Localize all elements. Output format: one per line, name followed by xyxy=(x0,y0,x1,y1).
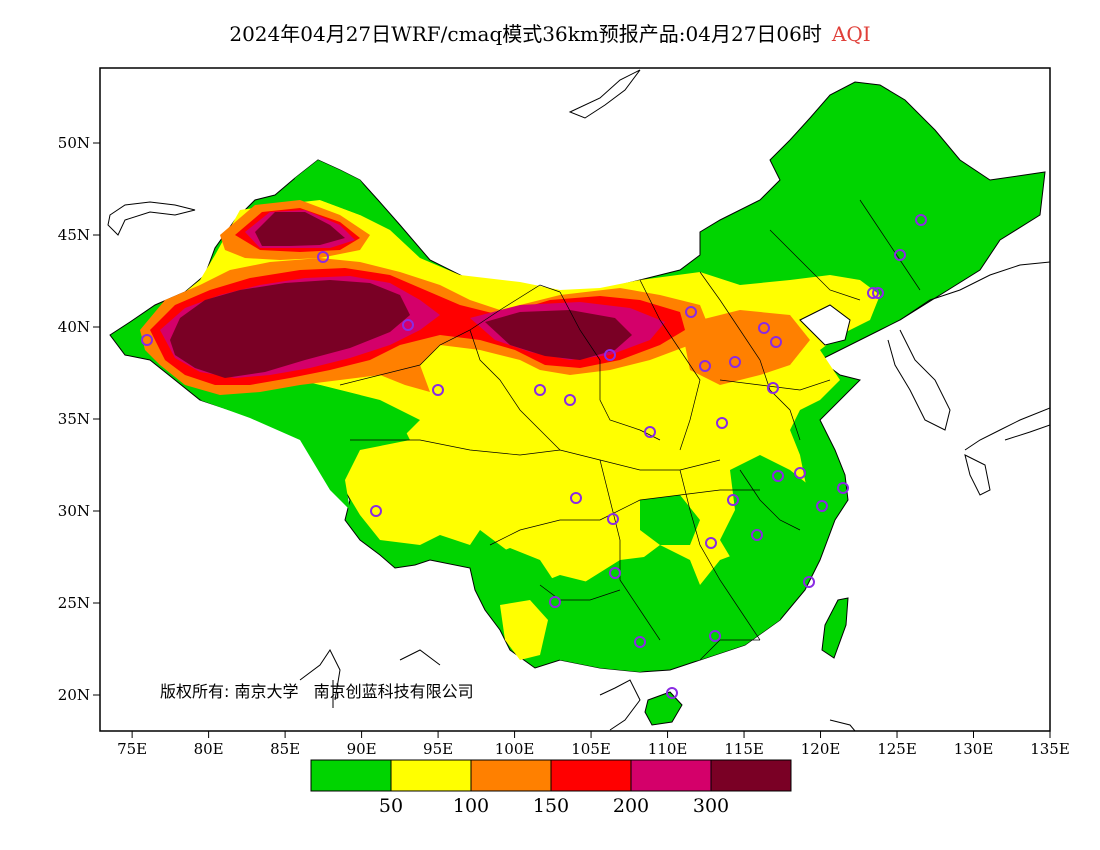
lat-tick-label: 20N xyxy=(58,686,90,704)
legend-swatch xyxy=(470,759,552,792)
aqi-moderate-yunnan xyxy=(500,600,548,660)
aqi-hazardous-alxa xyxy=(485,310,632,360)
lat-tick-label: 25N xyxy=(58,594,90,612)
legend-swatch xyxy=(630,759,712,792)
station-marker xyxy=(772,470,784,482)
lon-tick-label: 100E xyxy=(495,740,535,758)
station-marker xyxy=(794,467,806,479)
station-marker xyxy=(604,349,616,361)
legend-swatch xyxy=(310,759,392,792)
lon-tick-label: 135E xyxy=(1030,740,1070,758)
station-marker xyxy=(867,287,879,299)
station-marker xyxy=(141,334,153,346)
aqi-hazardous-taklimakan xyxy=(170,280,410,378)
station-marker xyxy=(705,537,717,549)
credit-org1: 南京大学 xyxy=(235,682,299,701)
legend-label: 100 xyxy=(453,795,489,817)
lon-tick-label: 105E xyxy=(571,740,611,758)
station-marker xyxy=(699,360,711,372)
lon-tick-label: 125E xyxy=(877,740,917,758)
station-marker xyxy=(872,287,884,299)
lat-tick-label: 40N xyxy=(58,318,90,336)
title-text: 2024年04月27日WRF/cmaq模式36km预报产品:04月27日06时 xyxy=(229,22,822,46)
station-marker xyxy=(432,384,444,396)
aqi-good-patch-northwest xyxy=(290,160,378,215)
station-marker xyxy=(607,513,619,525)
aqi-good-patch-southeast xyxy=(720,455,830,580)
lat-tick-label: 30N xyxy=(58,502,90,520)
legend-swatch xyxy=(710,759,792,792)
svg-text:版权所有: 南京大学 南京创: 版权所有: 南京大学 南京创蓝科技有限公司 xyxy=(160,682,474,701)
station-marker xyxy=(634,636,646,648)
legend-label: 150 xyxy=(533,795,569,817)
lon-tick-label: 110E xyxy=(648,740,688,758)
station-marker xyxy=(727,494,739,506)
station-marker xyxy=(685,306,697,318)
credit-org2: 南京创蓝科技有限公司 xyxy=(314,682,474,701)
station-marker xyxy=(534,384,546,396)
lon-tick-label: 80E xyxy=(194,740,224,758)
station-marker xyxy=(716,417,728,429)
neighbor-coastlines xyxy=(107,69,1050,731)
aqi-good-patch-west xyxy=(200,385,410,510)
station-marker xyxy=(570,492,582,504)
legend-swatch xyxy=(550,759,632,792)
title-variable: AQI xyxy=(831,22,871,46)
lon-tick-label: 115E xyxy=(724,740,764,758)
station-marker xyxy=(317,251,329,263)
longitude-axis: 75E 80E 85E 90E 95E 100E 105E 110E 115E 120E 125E 1… xyxy=(117,731,1070,758)
station-marker xyxy=(894,249,906,261)
lat-tick-label: 50N xyxy=(58,134,90,152)
bohai-sea xyxy=(799,304,851,346)
station-marker xyxy=(803,576,815,588)
hainan-island xyxy=(644,691,683,726)
aqi-legend-bar xyxy=(310,759,792,792)
station-marker xyxy=(549,596,561,608)
station-marker xyxy=(609,567,621,579)
lon-tick-label: 95E xyxy=(423,740,453,758)
copyright-credit: 版权所有: 南京大学 南京创蓝科技有限公司 xyxy=(160,680,474,708)
monitoring-stations xyxy=(141,214,927,699)
legend-swatch xyxy=(390,759,472,792)
plot-frame xyxy=(99,67,1051,732)
lon-tick-label: 120E xyxy=(801,740,841,758)
lon-tick-label: 90E xyxy=(347,740,377,758)
taiwan-island xyxy=(821,597,849,659)
lat-tick-label: 35N xyxy=(58,410,90,428)
station-marker xyxy=(666,687,678,699)
station-marker xyxy=(370,505,382,517)
station-marker xyxy=(644,426,656,438)
latitude-axis: 50N 45N 40N 35N 30N 25N 20N xyxy=(58,134,100,704)
station-marker xyxy=(709,630,721,642)
station-marker xyxy=(767,382,779,394)
map-title: 2024年04月27日WRF/cmaq模式36km预报产品:04月27日06时 A… xyxy=(0,18,1100,47)
aqi-good-patch-south xyxy=(545,555,790,672)
lat-tick-label: 45N xyxy=(58,226,90,244)
lon-tick-label: 75E xyxy=(117,740,147,758)
station-marker xyxy=(837,482,849,494)
credit-label: 版权所有: xyxy=(160,682,229,701)
station-marker xyxy=(816,500,828,512)
legend-label: 50 xyxy=(379,795,403,817)
station-marker xyxy=(729,356,741,368)
legend-label: 300 xyxy=(693,795,729,817)
station-marker xyxy=(758,322,770,334)
station-marker xyxy=(402,319,414,331)
legend-label: 200 xyxy=(613,795,649,817)
aqi-hazardous-dzungaria xyxy=(255,212,345,246)
province-boundaries xyxy=(339,199,921,661)
lon-tick-label: 130E xyxy=(954,740,994,758)
aqi-good-patch-central xyxy=(640,495,700,545)
lon-tick-label: 85E xyxy=(270,740,300,758)
aqi-usg-northchina xyxy=(685,310,810,385)
station-marker xyxy=(751,529,763,541)
station-marker xyxy=(770,336,782,348)
station-marker xyxy=(915,214,927,226)
station-marker xyxy=(564,394,576,406)
aqi-legend-labels: 50 100 150 200 300 xyxy=(379,795,729,817)
